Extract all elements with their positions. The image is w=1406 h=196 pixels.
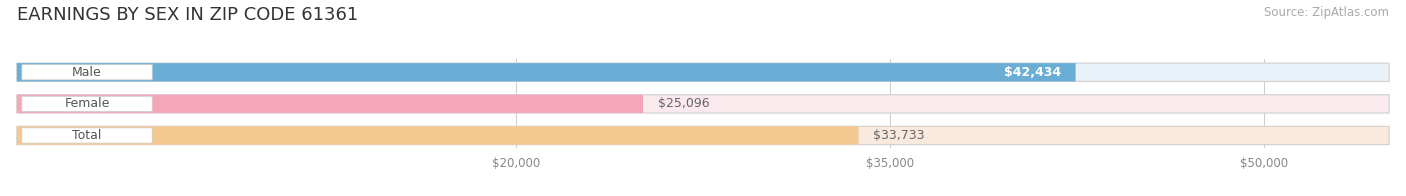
FancyBboxPatch shape xyxy=(17,95,1389,113)
FancyBboxPatch shape xyxy=(17,126,859,145)
FancyBboxPatch shape xyxy=(17,126,1389,145)
Text: EARNINGS BY SEX IN ZIP CODE 61361: EARNINGS BY SEX IN ZIP CODE 61361 xyxy=(17,6,359,24)
Text: Male: Male xyxy=(72,66,101,79)
Text: $25,096: $25,096 xyxy=(658,97,710,110)
FancyBboxPatch shape xyxy=(22,128,152,143)
FancyBboxPatch shape xyxy=(17,63,1076,81)
FancyBboxPatch shape xyxy=(17,95,643,113)
Text: $33,733: $33,733 xyxy=(873,129,925,142)
Text: Female: Female xyxy=(65,97,110,110)
Text: Source: ZipAtlas.com: Source: ZipAtlas.com xyxy=(1264,6,1389,19)
Text: Total: Total xyxy=(72,129,101,142)
Text: $42,434: $42,434 xyxy=(1004,66,1060,79)
FancyBboxPatch shape xyxy=(22,96,152,112)
FancyBboxPatch shape xyxy=(22,65,152,80)
FancyBboxPatch shape xyxy=(17,63,1389,81)
